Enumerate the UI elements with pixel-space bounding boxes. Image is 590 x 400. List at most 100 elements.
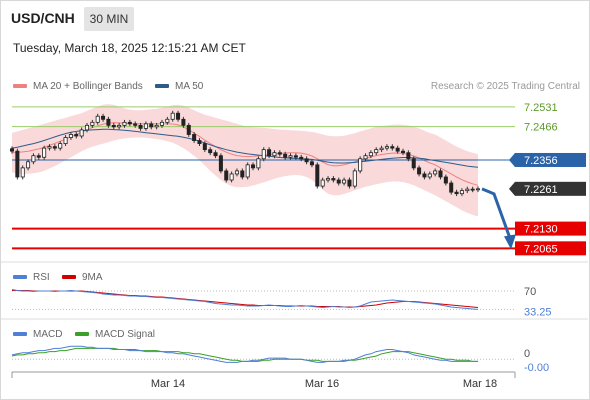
macd-swatch	[13, 332, 27, 337]
ma9-swatch	[62, 275, 76, 280]
candle-body	[84, 124, 89, 131]
candle-body	[368, 152, 373, 157]
support-tag	[515, 221, 586, 236]
bollinger-swatch	[13, 84, 27, 89]
candle-body	[202, 143, 207, 151]
legend-macd-signal: MACD Signal	[75, 329, 155, 340]
candle-body	[101, 115, 106, 120]
candle-body	[336, 179, 341, 184]
candle-body	[245, 164, 250, 178]
candle-body	[470, 188, 475, 191]
candle-body	[454, 191, 459, 195]
x-tick-label: Mar 18	[463, 378, 497, 390]
candle-body	[358, 158, 363, 172]
candle-body	[475, 188, 481, 191]
candle-body	[176, 112, 181, 120]
x-tick-label: Mar 16	[305, 378, 339, 390]
candle-body	[143, 123, 148, 129]
candle-body	[106, 118, 111, 126]
candle-body	[433, 170, 438, 175]
candle-body	[272, 152, 277, 157]
resistance-label: 7.2531	[524, 102, 558, 114]
candle-body	[122, 121, 127, 126]
candle-body	[320, 179, 325, 187]
candle-body	[181, 118, 186, 126]
candle-body	[299, 156, 304, 160]
candle-body	[26, 161, 31, 169]
legend-9ma: 9MA	[62, 272, 103, 283]
candle-body	[90, 121, 95, 126]
candle-body	[234, 170, 239, 175]
candle-body	[192, 134, 197, 141]
candle-body	[127, 121, 132, 125]
candle-body	[374, 149, 379, 154]
candle-body	[47, 146, 52, 149]
candle-body	[384, 146, 389, 149]
candle-body	[63, 137, 68, 144]
forecast-arrow	[481, 187, 512, 239]
candle-body	[9, 148, 15, 152]
legend-macd-label: MACD	[33, 329, 63, 340]
candle-body	[229, 173, 234, 181]
candle-body	[208, 149, 213, 154]
rsi-9ma-line	[12, 290, 479, 308]
candle-body	[390, 146, 395, 149]
candle-body	[213, 152, 218, 157]
candle-body	[159, 121, 164, 126]
x-tick-label: Mar 14	[151, 378, 185, 390]
candle-body	[240, 170, 245, 178]
candle-body	[58, 143, 63, 149]
forecast-arrowhead	[504, 234, 516, 250]
candle-body	[218, 155, 223, 172]
candle-body	[20, 167, 25, 178]
candle-body	[422, 173, 427, 178]
candle-body	[417, 167, 422, 175]
legend-bollinger-label: MA 20 + Bollinger Bands	[33, 81, 143, 92]
legend-macd: MACD	[13, 329, 62, 340]
candle-body	[459, 190, 464, 195]
rsi-swatch	[13, 275, 27, 280]
candle-body	[401, 150, 406, 154]
candle-body	[31, 155, 36, 163]
candle-body	[411, 158, 416, 169]
candle-body	[224, 170, 229, 181]
legend-rsi-label: RSI	[33, 272, 50, 283]
candle-body	[68, 134, 73, 138]
candle-body	[74, 134, 79, 137]
candle-body	[197, 140, 202, 144]
candle-body	[406, 152, 411, 160]
candle-body	[15, 150, 20, 178]
candle-body	[133, 123, 138, 126]
candle-body	[165, 118, 170, 123]
candle-body	[352, 170, 357, 187]
candle-body	[251, 164, 256, 169]
candle-body	[465, 188, 470, 192]
candle-body	[79, 129, 84, 137]
last-price-pointer	[509, 181, 515, 196]
legend-9ma-label: 9MA	[82, 272, 103, 283]
candle-body	[111, 124, 116, 128]
legend-bollinger: MA 20 + Bollinger Bands	[13, 81, 143, 92]
pivot-tag	[515, 152, 586, 167]
candle-body	[342, 179, 347, 184]
candle-body	[186, 124, 191, 135]
last-price-label: 7.2261	[524, 184, 558, 196]
rsi-line	[11, 289, 479, 310]
candle-body	[293, 155, 298, 158]
support-tag	[515, 241, 586, 256]
macd-last-label: -0.00	[524, 362, 549, 374]
candle-body	[277, 152, 282, 155]
legend-ma50-label: MA 50	[175, 81, 204, 92]
ma20-line	[11, 122, 479, 186]
pivot-label: 7.2356	[524, 155, 558, 167]
candle-body	[117, 124, 122, 128]
macd-line	[11, 345, 478, 363]
timeframe-button[interactable]: 30 MIN	[84, 7, 134, 31]
candle-body	[170, 112, 175, 120]
rsi-last-label: 33.25	[524, 306, 552, 318]
source-credit: Research © 2025 Trading Central	[430, 81, 580, 92]
candle-body	[309, 161, 314, 166]
candle-body	[331, 178, 336, 181]
support-label: 7.2130	[524, 224, 558, 236]
